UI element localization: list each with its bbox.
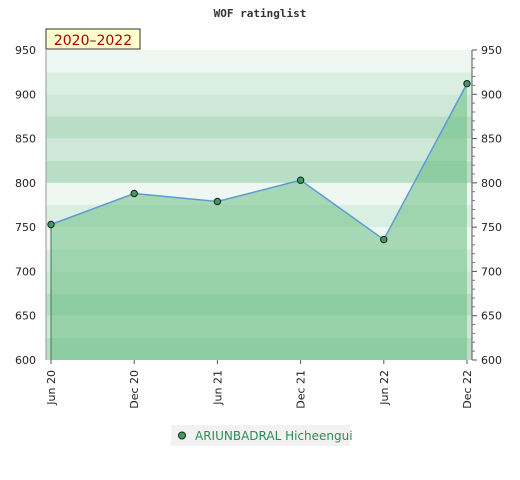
y-tick-label-left: 600 [15,354,36,367]
grid-band [46,138,472,161]
grid-band [46,94,472,117]
x-tick-label: Jun 21 [211,370,224,406]
x-tick-label: Dec 20 [128,370,141,409]
x-axis: Jun 20 Dec 20 Jun 21 Dec 21 Jun 22 Dec 22 [45,360,474,409]
y-tick-label-left: 850 [15,133,36,146]
series-line [50,83,468,241]
y-tick-label-left: 750 [15,221,36,234]
x-tick-label: Jun 22 [378,370,391,406]
legend-marker [178,431,186,440]
y-tick-label-left: 800 [15,177,36,190]
y-tick-label-left: 650 [15,310,36,323]
x-tick-label: Jun 20 [45,370,58,406]
y-tick-label-right: 800 [481,177,502,190]
grid-band [46,160,472,183]
area-layer [50,83,468,361]
y-tick-label-left: 900 [15,88,36,101]
data-point [463,79,471,88]
grid-band [46,50,472,73]
y-tick-label-right: 700 [481,265,502,278]
y-tick-label-right: 750 [481,221,502,234]
period-badge: 2020–2022 [45,28,141,50]
data-point [213,197,222,206]
data-point [380,235,388,244]
left-y-axis: 600 650 700 750 800 850 900 950 [15,44,36,367]
chart-title: WOF ratinglist [214,7,307,20]
legend: ARIUNBADRAL Hicheengui [171,425,353,446]
y-tick-label-right: 950 [481,44,502,57]
axes [45,50,473,360]
data-point [47,220,55,229]
grid-band [46,72,472,95]
data-point [296,176,305,184]
x-tick-label: Dec 21 [295,370,308,409]
y-tick-label-right: 600 [481,354,502,367]
data-markers [47,79,471,244]
series-area [51,83,467,361]
x-tick-label: Dec 22 [461,370,474,409]
y-tick-label-right: 650 [481,310,502,323]
right-y-axis: 600 650 700 750 800 850 900 950 [472,44,502,367]
period-label: 2020–2022 [54,33,132,49]
data-point [130,189,138,198]
grid-band [46,116,472,139]
y-tick-label-right: 900 [481,88,502,101]
y-tick-label-left: 950 [15,44,36,57]
legend-series-name: ARIUNBADRAL Hicheengui [195,429,353,443]
y-tick-label-right: 850 [481,133,502,146]
y-tick-label-left: 700 [15,265,36,278]
